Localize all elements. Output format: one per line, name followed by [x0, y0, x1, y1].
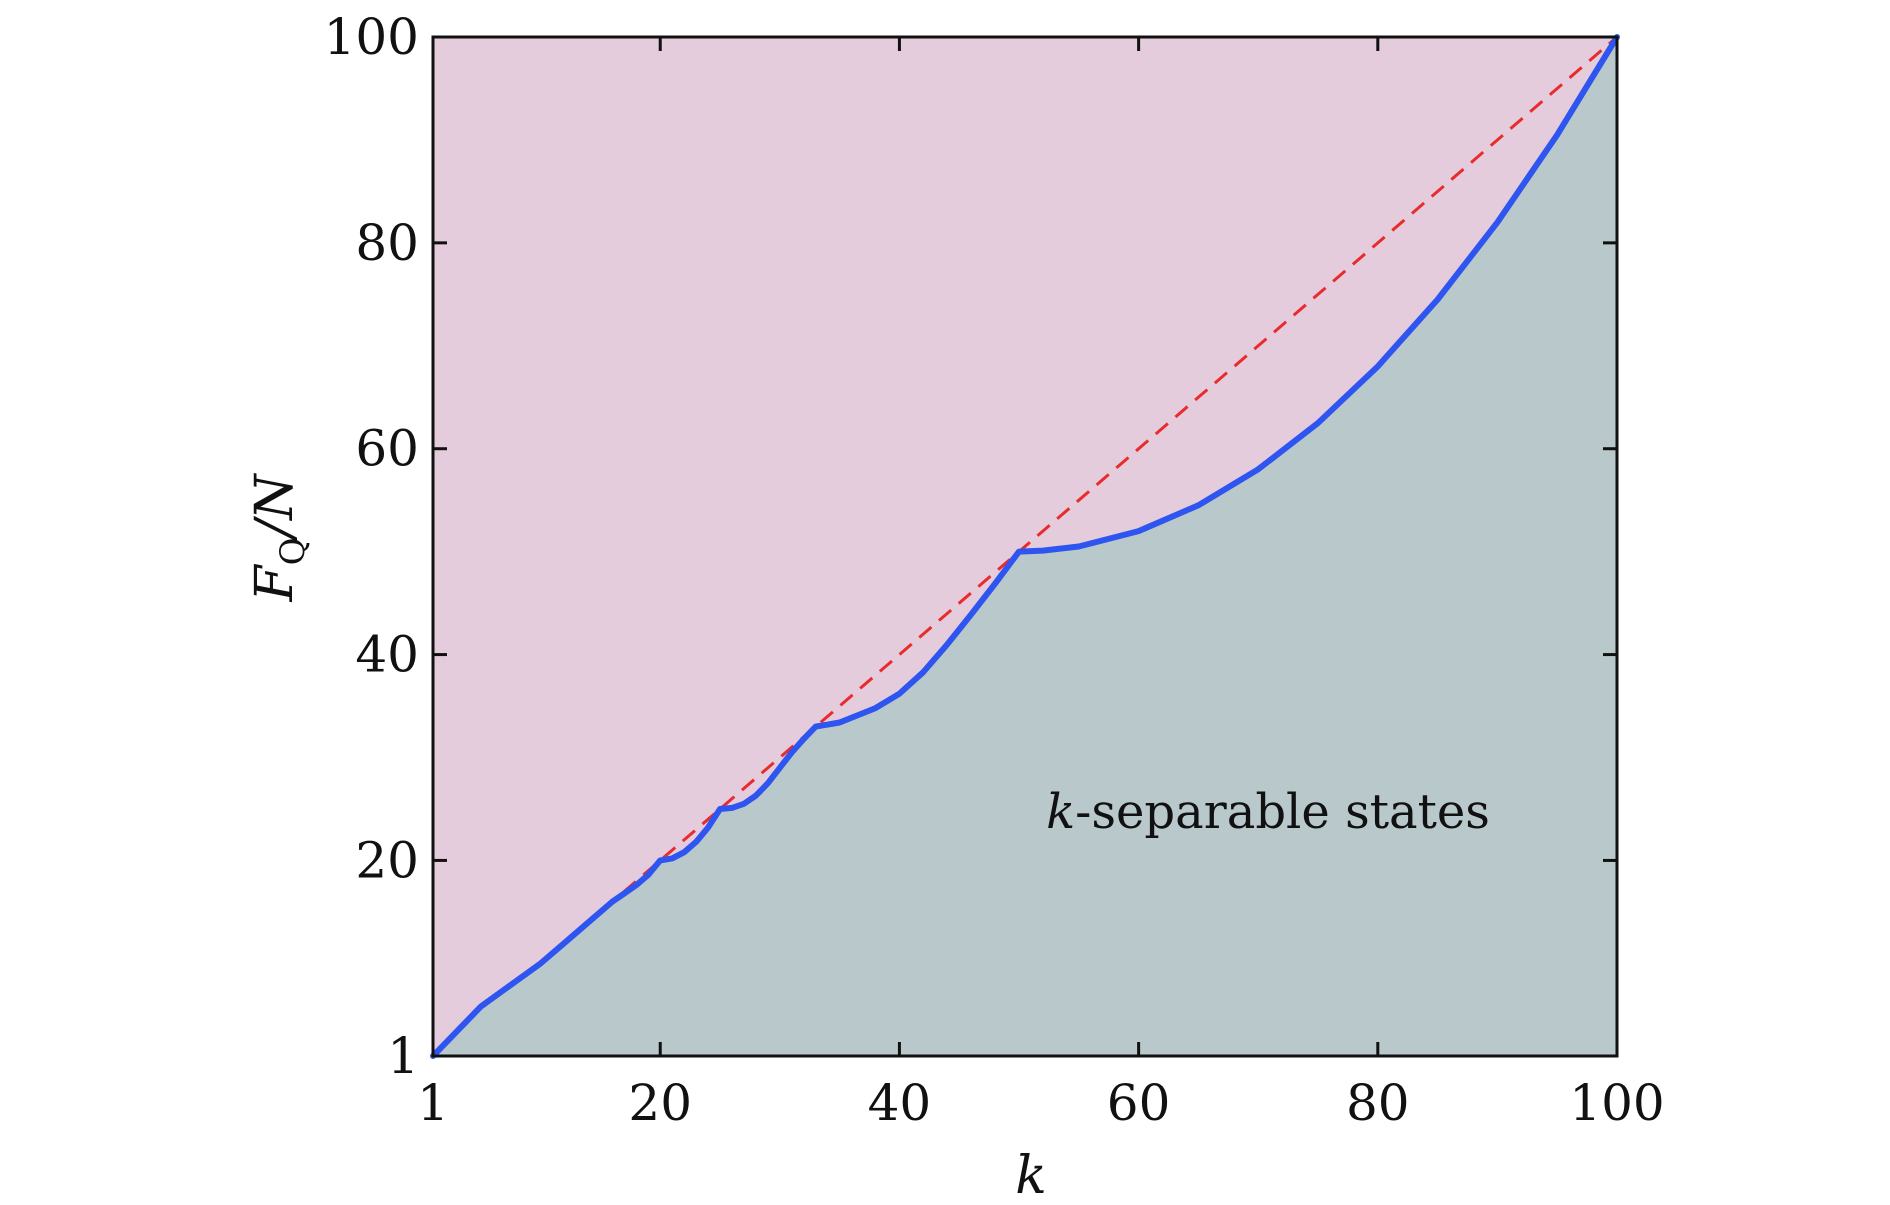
x-tick-label: 80: [1346, 1074, 1410, 1132]
plot-frame: [431, 35, 1619, 1058]
y-axis: 1 20 40 60 80 100: [324, 8, 1617, 1085]
y-axis-label-main: F: [245, 564, 305, 603]
y-axis-label-rest: /N: [245, 473, 305, 543]
x-tick-label: 1: [417, 1074, 449, 1132]
y-tick-label: 1: [387, 1027, 419, 1085]
x-axis: 1 20 40 60 80 100: [417, 37, 1665, 1132]
x-tick-label: 100: [1569, 1074, 1664, 1132]
y-tick-label: 80: [355, 214, 419, 272]
x-tick-label: 60: [1107, 1074, 1171, 1132]
x-axis-label: k: [1015, 1146, 1047, 1205]
bound-curve: [430, 34, 1620, 1059]
y-axis-label: FQ/N: [245, 473, 313, 602]
region-annotation: k-separable states: [1046, 784, 1490, 840]
x-tick-label: 40: [868, 1074, 932, 1132]
y-tick-label: 100: [324, 8, 419, 66]
y-tick-label: 60: [355, 420, 419, 478]
x-tick-label: 20: [628, 1074, 692, 1132]
region-annotation-k: k: [1046, 784, 1075, 840]
y-axis-label-sub: Q: [273, 538, 313, 566]
region-annotation-text: -separable states: [1075, 784, 1490, 840]
separable-region: [433, 37, 1617, 1056]
y-tick-label: 20: [355, 831, 419, 889]
dashed-diagonal-line: [563, 35, 1618, 944]
y-tick-label: 40: [355, 626, 419, 684]
